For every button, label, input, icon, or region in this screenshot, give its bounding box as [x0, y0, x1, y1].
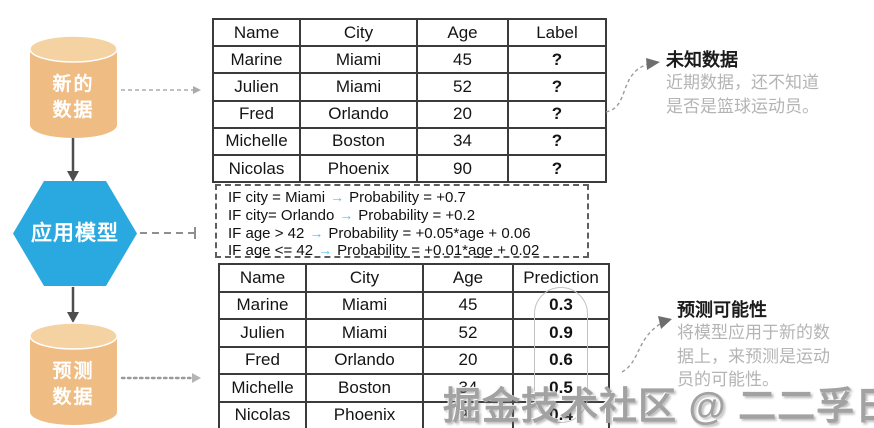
- rule-line: IF age > 42 → Probability = +0.05*age + 0.…: [228, 224, 531, 242]
- hexagon-icon: [13, 181, 137, 286]
- prediction-table: Name City Age Prediction Marine Miami 45…: [218, 263, 610, 428]
- col-header-city: City: [305, 263, 424, 293]
- apply-model-label: 应用模型: [31, 222, 119, 245]
- table-row: Julien Miami 52 ?: [212, 72, 607, 102]
- table-header-row: Name City Age Label: [212, 17, 607, 48]
- rule-line: IF city= Orlando → Probability = +0.2: [228, 206, 476, 224]
- unknown-note-body: 近期数据，还不知道 是否是篮球运动员。: [666, 73, 819, 116]
- prediction-data-label: 预测 数据: [52, 361, 95, 408]
- database-cylinder-icon: [29, 35, 118, 138]
- database-cylinder-icon: [29, 322, 118, 425]
- table-row: Marine Miami 45 ?: [212, 45, 607, 75]
- rule-arrow-icon: →: [318, 242, 333, 259]
- prediction-note-title: 预测可能性: [677, 300, 767, 320]
- unknown-data-table: Name City Age Label Marine Miami 45 ? Ju…: [212, 17, 607, 184]
- table-row: Nicolas Phoenix 90 0.4: [218, 400, 610, 428]
- curved-arrow-to-prediction-note: [621, 316, 672, 373]
- watermark-text: 掘金技术社区 @ 二二孚日: [443, 386, 874, 428]
- table-header-row: Name City Age Prediction: [218, 263, 610, 293]
- table-row: Fred Orlando 20 0.6: [218, 345, 610, 375]
- col-header-age: Age: [416, 17, 509, 48]
- table-row: Julien Miami 52 0.9: [218, 318, 610, 348]
- table-row: Michelle Boston 34 ?: [212, 126, 607, 156]
- col-header-age: Age: [422, 263, 514, 293]
- table-row: Michelle Boston 34 0.5: [218, 373, 610, 403]
- prediction-note-body: 将模型应用于新的数 据上，来预测是运动 员的可能性。: [677, 323, 830, 389]
- apply-model-hexagon: 应用模型: [13, 181, 137, 286]
- rule-arrow-icon: →: [330, 189, 345, 205]
- new-data-label: 新的 数据: [52, 74, 95, 121]
- table-row: Marine Miami 45 0.3: [218, 290, 610, 320]
- table-row: Nicolas Phoenix 90 ?: [212, 153, 607, 184]
- col-header-name: Name: [218, 263, 307, 293]
- col-header-label: Label: [507, 17, 607, 48]
- new-data-cylinder: 新的 数据: [29, 35, 118, 138]
- rule-line: IF age <= 42 → Probability = +0.01*age + 0…: [228, 242, 540, 260]
- model-rules-box: IF city = Miami → Probability = +0.7 IF ci…: [215, 184, 589, 260]
- prediction-data-cylinder: 预测 数据: [29, 322, 118, 425]
- dotted-connector-3: [120, 373, 201, 383]
- col-header-prediction: Prediction: [512, 263, 610, 293]
- rule-arrow-icon: →: [339, 206, 354, 223]
- arrow-down-1: [67, 138, 79, 182]
- col-header-city: City: [299, 17, 418, 48]
- arrow-down-2: [67, 287, 79, 323]
- rule-line: IF city = Miami → Probability = +0.7: [228, 189, 466, 206]
- table-row: Fred Orlando 20 ?: [212, 99, 607, 129]
- dashed-connector-1: [121, 86, 201, 94]
- rule-arrow-icon: →: [309, 224, 324, 241]
- col-header-name: Name: [212, 17, 301, 48]
- unknown-note-title: 未知数据: [666, 50, 738, 70]
- dashed-connector-2: [140, 227, 196, 239]
- curved-arrow-to-unknown-note: [605, 58, 660, 113]
